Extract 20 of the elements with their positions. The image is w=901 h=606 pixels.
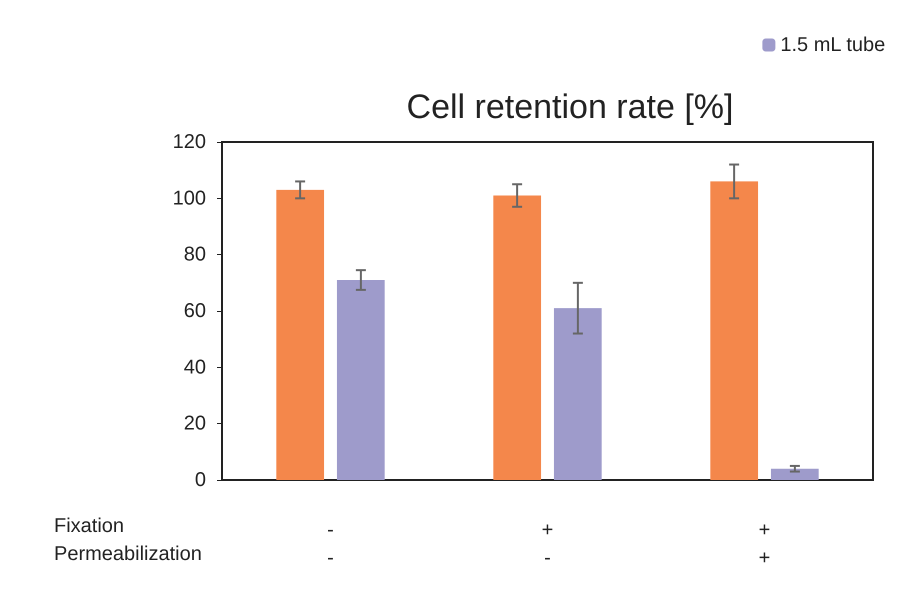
x-tick-label: - -: [327, 519, 334, 569]
bar: [276, 190, 324, 480]
y-tick-label: 60: [184, 300, 206, 322]
bar: [710, 181, 758, 480]
text: Fixation: [54, 515, 124, 537]
bar: [493, 196, 542, 480]
y-tick-label: 120: [172, 131, 206, 153]
bar: [336, 280, 385, 480]
bar: [554, 308, 602, 480]
y-tick-label: 20: [184, 412, 206, 435]
text: Permeabilization: [54, 543, 202, 565]
x-tick-label: + +: [758, 519, 770, 569]
bar: [770, 468, 819, 480]
x-tick-label: + -: [542, 519, 554, 569]
y-tick-label: 0: [194, 469, 206, 491]
y-tick-label: 100: [172, 187, 206, 210]
chart-title: Cell retention rate [%]: [406, 88, 734, 126]
legend-label: 1.5 mL tube: [780, 34, 886, 56]
y-tick-label: 40: [184, 356, 206, 378]
y-tick-label: 80: [184, 244, 206, 266]
